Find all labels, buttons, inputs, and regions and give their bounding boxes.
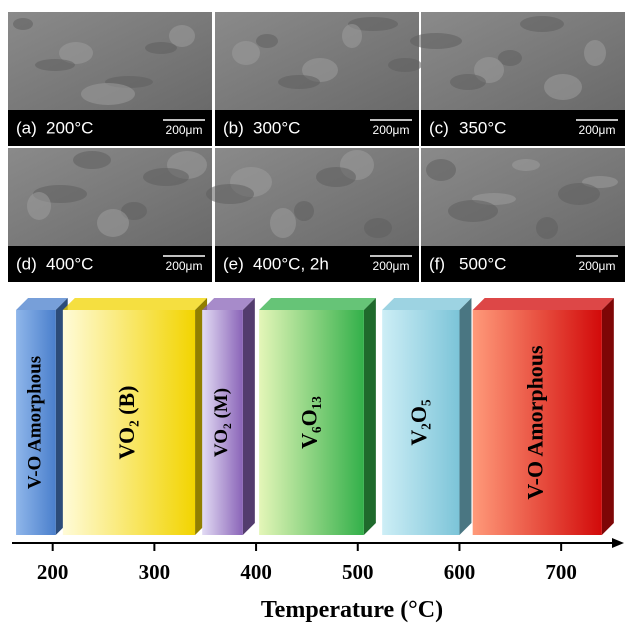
phase-side <box>602 298 614 535</box>
tick-label: 700 <box>545 560 577 584</box>
sem-grain <box>448 200 498 222</box>
panel-label: (c) <box>429 118 449 137</box>
sem-grain <box>35 59 75 71</box>
scale-label: 200μm <box>373 259 410 273</box>
sem-grain <box>426 159 456 181</box>
panel-temp: 400°C, 2h <box>253 254 329 273</box>
sem-grain <box>520 16 564 32</box>
scale-label: 200μm <box>166 123 203 137</box>
panel-label: (a) <box>16 118 37 137</box>
panel-temp: 200°C <box>46 118 93 137</box>
phase-label: VO₂ (M) <box>211 388 232 457</box>
panel-temp: 300°C <box>253 118 300 137</box>
phase-top <box>473 298 614 310</box>
sem-grain <box>206 184 254 204</box>
sem-grain <box>13 18 33 30</box>
phase-label: VO₂ (B) <box>114 386 139 460</box>
sem-grain <box>536 217 558 239</box>
axis-arrow <box>612 538 624 548</box>
scale-label: 200μm <box>373 123 410 137</box>
sem-grain <box>450 74 486 90</box>
sem-grain <box>512 159 540 171</box>
phase-side <box>243 298 255 535</box>
sem-grain <box>145 42 177 54</box>
sem-grain <box>342 24 362 48</box>
tick-label: 300 <box>139 560 171 584</box>
tick-label: 600 <box>444 560 476 584</box>
sem-grain <box>270 208 296 238</box>
phase-label: V₂O₅ <box>406 399 431 446</box>
sem-grain <box>558 183 600 205</box>
sem-grain <box>143 168 189 186</box>
figure: (a) 200°C 200μm (b) 300°C 200μm (c) 350°C 200μm (… <box>0 0 626 626</box>
phase-top <box>63 298 207 310</box>
sem-grain <box>256 34 278 48</box>
panel-label: (d) <box>16 254 37 273</box>
scale-label: 200μm <box>579 123 616 137</box>
sem-grain <box>278 75 320 89</box>
phase-label: V-O Amorphous <box>24 356 45 489</box>
phase-label: V-O Amorphous <box>522 345 547 500</box>
panel-temp: 350°C <box>459 118 506 137</box>
phase-label: V₆O₁₃ <box>297 396 322 449</box>
sem-grain <box>73 151 111 169</box>
sem-grain <box>294 201 314 221</box>
tick-label: 400 <box>240 560 272 584</box>
sem-grain <box>81 83 135 105</box>
panel-label: (f) <box>429 254 445 273</box>
panel-temp: 500°C <box>459 254 506 273</box>
sem-grain <box>584 40 606 66</box>
sem-grain <box>27 192 51 220</box>
panel-label: (b) <box>223 118 244 137</box>
sem-grain <box>232 41 260 65</box>
sem-grain <box>316 167 356 187</box>
sem-grain <box>97 209 129 237</box>
panel-temp: 400°C <box>46 254 93 273</box>
tick-label: 200 <box>37 560 69 584</box>
scale-label: 200μm <box>579 259 616 273</box>
sem-grain <box>544 74 582 100</box>
sem-grain <box>169 25 195 47</box>
phase-side <box>364 298 376 535</box>
tick-label: 500 <box>342 560 374 584</box>
scale-label: 200μm <box>166 259 203 273</box>
phase-top <box>382 298 471 310</box>
sem-grain <box>388 58 422 72</box>
sem-grain <box>364 218 392 238</box>
sem-grain <box>410 33 462 49</box>
axis-title: Temperature (°C) <box>261 597 443 623</box>
panel-label: (e) <box>223 254 244 273</box>
phase-top <box>259 298 376 310</box>
phase-side <box>459 298 471 535</box>
